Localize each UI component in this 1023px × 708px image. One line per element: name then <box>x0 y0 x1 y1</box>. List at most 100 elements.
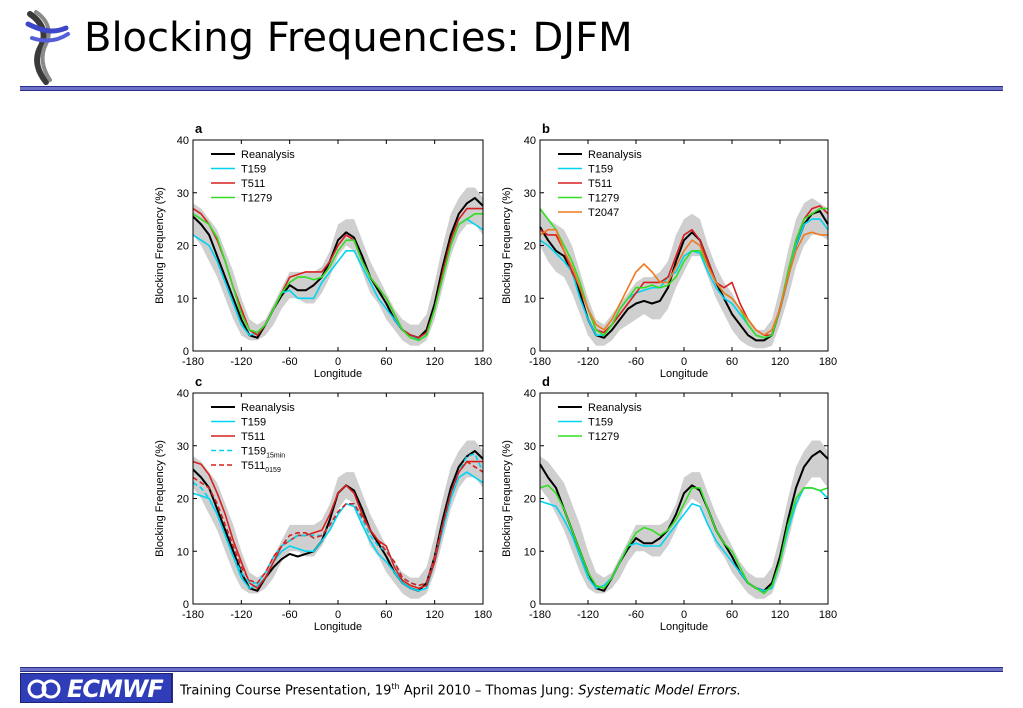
x-tick-label: 180 <box>474 356 492 368</box>
x-tick-label: 0 <box>335 609 341 621</box>
x-tick-label: -120 <box>230 609 252 621</box>
spread-band <box>540 198 828 349</box>
panel-letter: d <box>542 374 550 389</box>
footer-part2: April 2010 – Thomas Jung: <box>399 683 579 699</box>
x-tick-label: 120 <box>425 609 443 621</box>
legend-label: T5110159 <box>241 460 281 474</box>
footer-separator <box>172 673 173 703</box>
series-line-t511-0159 <box>192 460 484 587</box>
legend-label: T1279 <box>241 193 272 205</box>
y-tick-label: 10 <box>524 293 536 305</box>
legend-subscript: 0159 <box>265 467 281 474</box>
legend-label: T2047 <box>588 207 619 219</box>
x-tick-label: 60 <box>726 609 738 621</box>
x-tick-label: -60 <box>628 356 644 368</box>
legend-label: T15915min <box>241 446 285 460</box>
ecmwf-swirl-logo <box>25 10 70 85</box>
footer-superscript: th <box>391 682 400 691</box>
y-tick-label: 30 <box>524 188 536 200</box>
legend-label: T511 <box>241 431 265 443</box>
x-tick-label: 0 <box>681 356 687 368</box>
x-tick-label: 60 <box>380 356 392 368</box>
ecmwf-emblem-icon <box>27 679 61 699</box>
ecmwf-logo: ECMWF <box>20 673 172 703</box>
legend-label: Reanalysis <box>241 149 295 161</box>
title-divider-bar <box>20 86 1003 91</box>
y-tick-label: 40 <box>524 135 536 147</box>
series-line-t1279 <box>192 213 483 342</box>
y-tick-label: 30 <box>177 441 189 453</box>
y-tick-label: 40 <box>177 135 189 147</box>
y-tick-label: 30 <box>524 441 536 453</box>
y-axis-label: Blocking Frequency (%) <box>501 187 513 304</box>
y-tick-label: 0 <box>530 346 536 358</box>
chart-panel-a: -180 -120 -60 0 60 120 180 0 10 20 30 40 Longitude Bl… <box>154 121 492 380</box>
panel-letter: a <box>195 121 203 136</box>
series-line-t511 <box>192 460 483 589</box>
x-tick-label: 180 <box>474 609 492 621</box>
series-line-t1279 <box>539 484 829 595</box>
ecmwf-logo-text: ECMWF <box>67 675 164 703</box>
y-axis-label: Blocking Frequency (%) <box>154 440 166 557</box>
y-tick-label: 20 <box>524 494 536 506</box>
x-tick-label: -120 <box>230 356 252 368</box>
y-axis-label: Blocking Frequency (%) <box>154 187 166 304</box>
chart-panel-b: -180 -120 -60 0 60 120 180 0 10 20 30 40 Longitude Bl… <box>501 121 837 380</box>
legend-label: Reanalysis <box>588 402 642 414</box>
legend-label: T1279 <box>588 193 619 205</box>
x-tick-label: 120 <box>771 356 789 368</box>
y-tick-label: 0 <box>530 599 536 611</box>
x-axis-label: Longitude <box>314 621 362 633</box>
y-tick-label: 10 <box>177 546 189 558</box>
x-tick-label: 0 <box>681 609 687 621</box>
y-tick-label: 10 <box>177 293 189 305</box>
page-title: Blocking Frequencies: DJFM <box>84 15 633 61</box>
y-tick-label: 0 <box>183 346 189 358</box>
legend-label: T159 <box>588 164 613 176</box>
x-tick-label: 180 <box>819 356 837 368</box>
x-axis-label: Longitude <box>660 368 708 380</box>
y-tick-label: 0 <box>183 599 189 611</box>
x-tick-label: -60 <box>282 356 298 368</box>
legend-subscript: 15min <box>266 453 285 460</box>
legend-label: T159 <box>241 164 266 176</box>
y-tick-label: 20 <box>177 241 189 253</box>
x-tick-label: -60 <box>628 609 644 621</box>
panel-letter: b <box>542 121 550 136</box>
legend-label: T1279 <box>588 431 619 443</box>
legend-label: Reanalysis <box>588 149 642 161</box>
chart-panel-c: -180 -120 -60 0 60 120 180 0 10 20 30 40 Longitude Bl… <box>154 374 492 633</box>
x-tick-label: 180 <box>819 609 837 621</box>
series-line-t2047 <box>539 228 828 336</box>
chart-panel-d: -180 -120 -60 0 60 120 180 0 10 20 30 40 Longitude Bl… <box>501 374 837 633</box>
y-tick-label: 10 <box>524 546 536 558</box>
x-axis-label: Longitude <box>314 368 362 380</box>
x-tick-label: -180 <box>182 609 204 621</box>
x-tick-label: -120 <box>577 609 599 621</box>
footer-italic: Systematic Model Errors. <box>578 683 741 699</box>
x-tick-label: 60 <box>726 356 738 368</box>
legend-label: T159 <box>588 417 613 429</box>
x-tick-label: -180 <box>182 356 204 368</box>
x-tick-label: 120 <box>425 356 443 368</box>
series-line-reanalysis <box>192 197 484 339</box>
y-tick-label: 20 <box>177 494 189 506</box>
panel-letter: c <box>195 374 202 389</box>
x-tick-label: -180 <box>529 609 551 621</box>
spread-band <box>540 440 828 599</box>
footer-part1: Training Course Presentation, 19 <box>180 683 392 699</box>
x-tick-label: 120 <box>771 609 789 621</box>
legend-label: T159 <box>241 417 266 429</box>
x-tick-label: -180 <box>529 356 551 368</box>
x-tick-label: 0 <box>335 356 341 368</box>
spread-band <box>193 440 483 599</box>
legend-label: T511 <box>241 178 265 190</box>
y-tick-label: 20 <box>524 241 536 253</box>
y-axis-label: Blocking Frequency (%) <box>501 440 513 557</box>
y-tick-label: 30 <box>177 188 189 200</box>
legend-label: Reanalysis <box>241 402 295 414</box>
x-tick-label: -120 <box>577 356 599 368</box>
y-tick-label: 40 <box>524 388 536 400</box>
x-tick-label: 60 <box>380 609 392 621</box>
